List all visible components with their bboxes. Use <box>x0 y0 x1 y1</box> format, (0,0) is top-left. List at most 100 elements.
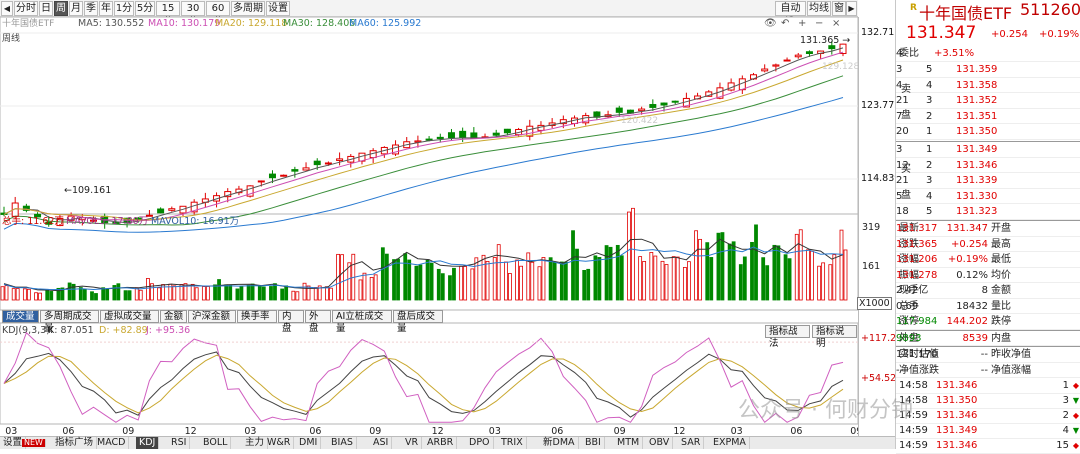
bottom-item-8[interactable]: W&R <box>264 437 295 449</box>
candle-body-13 <box>145 214 153 217</box>
bottom-item-20[interactable]: SAR <box>678 437 705 449</box>
period-tab-3[interactable]: 月 <box>69 1 83 16</box>
toolbar-button-1[interactable]: 均线 <box>807 1 831 16</box>
period-tab-8[interactable]: 15分 <box>156 1 180 28</box>
volume-bar-17-0 <box>190 283 195 301</box>
kdj-button-1[interactable]: 指标说明 <box>812 325 857 349</box>
volume-bar-68-1 <box>765 265 770 301</box>
sell-volume: 3 <box>896 64 903 75</box>
volume-bar-3-0 <box>34 292 38 301</box>
bottom-item-13[interactable]: ARBR <box>424 437 458 449</box>
volume-bar-0-1 <box>4 285 9 301</box>
period-tab-1[interactable]: 日 <box>39 1 53 16</box>
sell-row-1: 4 131.358 4 <box>896 78 1080 93</box>
vol-tab-5[interactable]: 换手率 <box>237 310 277 323</box>
bottom-item-14[interactable]: DPO <box>466 437 494 449</box>
bottom-item-21[interactable]: EXPMA <box>710 437 750 449</box>
period-tab-2[interactable]: 周 <box>54 1 68 16</box>
quote-code: 511260 <box>1020 0 1080 19</box>
volume-bar-51-0 <box>571 230 575 301</box>
period-tab-0[interactable]: 分时 <box>14 1 38 16</box>
vol-tab-8[interactable]: AI立桩成交量 <box>332 310 392 334</box>
buy-volume: 21 <box>896 175 909 186</box>
volume-bar-51-1 <box>575 248 579 301</box>
period-tab-7[interactable]: 5分 <box>135 1 155 16</box>
toolbar-button-0[interactable]: 自动选 <box>775 1 806 28</box>
vol-tab-7[interactable]: 外盘 <box>305 310 331 334</box>
candle-body-25 <box>280 174 288 177</box>
vol-tab-9[interactable]: 盘后成交量 <box>393 310 443 334</box>
period-tab-6[interactable]: 1分 <box>114 1 134 16</box>
period-tab-4[interactable]: 季 <box>84 1 98 16</box>
bottom-item-2[interactable]: 指标广场 <box>52 437 98 449</box>
volume-bar-40-0 <box>448 275 452 301</box>
scroll-arrow-icon[interactable]: ▶ <box>846 1 857 16</box>
candle-body-71 <box>794 54 802 58</box>
kdj-button-0[interactable]: 指标战法 <box>765 325 810 349</box>
bottom-item-1[interactable]: NEW <box>22 439 46 447</box>
date-label-4: 03 <box>244 426 256 436</box>
date-label-9: 06 <box>551 426 563 436</box>
period-tab-11[interactable]: 多周期 <box>231 1 265 16</box>
ma-label-2: MA20: 129.118 <box>215 18 287 29</box>
volume-bar-21-1 <box>239 285 244 301</box>
candle-body-38 <box>425 138 433 141</box>
bottom-item-7[interactable]: 主力 <box>242 437 269 449</box>
vol-tab-2[interactable]: 虚拟成交量 <box>100 310 159 323</box>
bottom-item-18[interactable]: MTM <box>614 437 644 449</box>
vol-tab-3[interactable]: 金额 <box>160 310 187 323</box>
candle-body-35 <box>392 144 400 155</box>
bottom-item-19[interactable]: OBV <box>646 437 674 449</box>
vol-tab-0[interactable]: 成交量 <box>2 310 39 323</box>
volume-bar-52-0 <box>582 269 587 301</box>
volume-bar-28-0 <box>313 287 318 301</box>
stat-separator <box>896 346 1080 347</box>
vol-tab-6[interactable]: 内盘 <box>278 310 304 334</box>
candle-body-58 <box>649 104 657 108</box>
stat-label-a: 现手 <box>899 285 919 296</box>
faded-label-1: —— 120.422 <box>600 116 658 126</box>
volume-bar-9-1 <box>105 288 110 301</box>
bottom-item-5[interactable]: RSI <box>168 437 191 449</box>
bottom-item-6[interactable]: BOLL <box>200 437 232 449</box>
period-tab-12[interactable]: 设置 <box>266 1 290 16</box>
bottom-item-10[interactable]: BIAS <box>328 437 357 449</box>
bottom-item-16[interactable]: 新DMA <box>540 437 579 449</box>
volume-bar-46-1 <box>519 265 523 301</box>
bottom-item-3[interactable]: MACD <box>94 437 130 449</box>
date-label-0: 03 <box>5 426 17 436</box>
candle-body-41 <box>459 130 467 139</box>
period-tab-9[interactable]: 30分 <box>181 1 205 28</box>
bottom-item-4[interactable]: KDJ <box>136 437 160 449</box>
sell-price: 131.350 <box>956 126 998 137</box>
volume-bar-62-0 <box>694 230 698 301</box>
volume-bar-19-0 <box>213 284 217 301</box>
volume-bar-23-1 <box>261 286 266 301</box>
volume-bar-43-1 <box>485 260 490 301</box>
volume-bar-27-1 <box>306 285 311 301</box>
bottom-item-17[interactable]: BBI <box>582 437 605 449</box>
period-tab-5[interactable]: 年 <box>99 1 113 16</box>
period-tab-10[interactable]: 60分 <box>206 1 230 28</box>
back-button[interactable]: ◀ <box>1 1 13 16</box>
date-label-12: 03 <box>731 426 743 436</box>
vol-tab-4[interactable]: 沪深金额 <box>188 310 236 323</box>
tick-row-0: 14:58 131.346 1 ◆ <box>896 378 1080 394</box>
volume-bar-56-0 <box>627 211 631 301</box>
book-divider <box>896 141 1080 142</box>
bottom-item-12[interactable]: VR <box>402 437 423 449</box>
bottom-item-15[interactable]: TRIX <box>498 437 527 449</box>
vol-tab-1[interactable]: 多周期成交量 <box>40 310 99 334</box>
bottom-item-11[interactable]: ASI <box>370 437 393 449</box>
chart-area[interactable]: 十年国债ETF MA5: 130.552 MA10: 130.179 MA20: 12… <box>0 16 862 437</box>
volume-bar-31-0 <box>347 262 352 301</box>
volume-bar-6-1 <box>71 283 76 301</box>
buy-level: 2 <box>926 159 933 171</box>
stat-value-a: 144.202 <box>946 316 988 327</box>
toolbar-button-2[interactable]: 窗 <box>832 1 846 16</box>
sell-price: 131.359 <box>956 64 998 75</box>
bottom-item-9[interactable]: DMI <box>296 437 322 449</box>
volume-bar-40-1 <box>452 267 456 301</box>
stat-value-b: 131.365 <box>896 238 938 250</box>
